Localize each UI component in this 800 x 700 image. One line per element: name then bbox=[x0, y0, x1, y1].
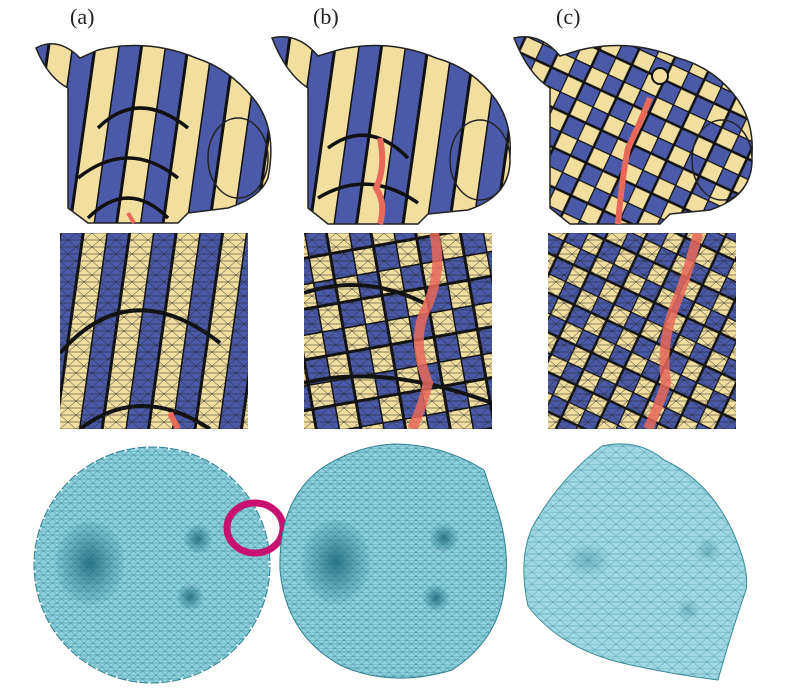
zoom-render-c bbox=[548, 233, 736, 429]
parameterization-mesh-a bbox=[30, 443, 275, 688]
head-render-a bbox=[28, 28, 278, 228]
head-render-c bbox=[510, 28, 760, 228]
zoom-render-a bbox=[60, 233, 248, 429]
label-b: (b) bbox=[313, 4, 339, 29]
zoom-render-b bbox=[304, 233, 492, 429]
parameterization-mesh-b bbox=[272, 440, 517, 685]
parameterization-mesh-c bbox=[518, 440, 753, 685]
head-render-b bbox=[268, 28, 518, 228]
label-a: (a) bbox=[70, 4, 95, 29]
highlight-ring bbox=[222, 498, 288, 558]
label-c: (c) bbox=[556, 4, 581, 29]
